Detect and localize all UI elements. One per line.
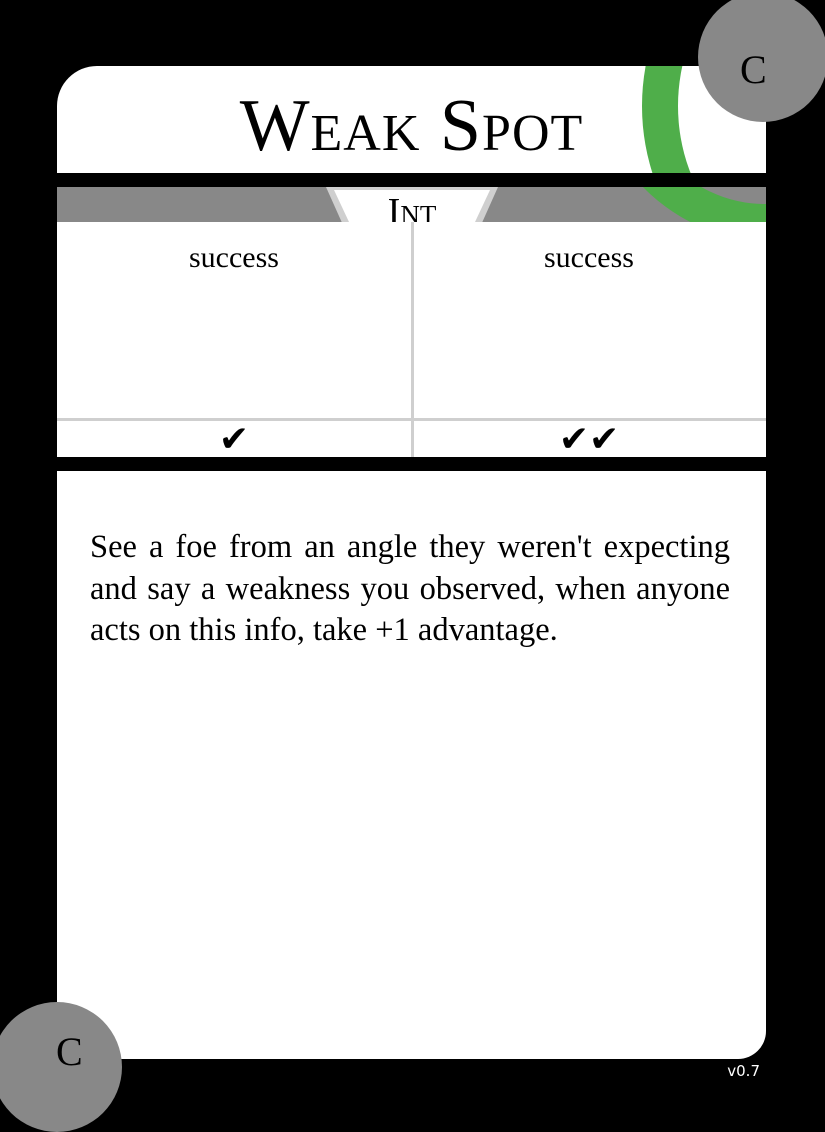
corner-letter-bottom-left: C bbox=[56, 1029, 83, 1074]
version-label: v0.7 bbox=[727, 1062, 760, 1080]
results-divider-vertical bbox=[411, 222, 414, 457]
check-icon: ✔ bbox=[218, 419, 250, 460]
accent-arc-lower bbox=[585, 187, 766, 222]
corner-letter-top-right: C bbox=[740, 47, 767, 92]
results-panel: success success ✔ ✔✔ bbox=[57, 222, 766, 460]
title-panel: Weak Spot bbox=[57, 66, 766, 173]
double-check-icon: ✔✔ bbox=[558, 419, 620, 460]
corner-badge-top-right bbox=[698, 0, 825, 122]
corner-badge-bottom-left bbox=[0, 1002, 122, 1132]
result-label-1: success bbox=[189, 241, 279, 274]
card-title: Weak Spot bbox=[239, 85, 584, 167]
body-panel: See a foe from an angle they weren't exp… bbox=[57, 471, 766, 1059]
result-label-2: success bbox=[544, 241, 634, 274]
accent-arc bbox=[642, 66, 766, 173]
results-divider-horizontal bbox=[57, 418, 766, 421]
card-text: See a foe from an angle they weren't exp… bbox=[90, 529, 730, 648]
